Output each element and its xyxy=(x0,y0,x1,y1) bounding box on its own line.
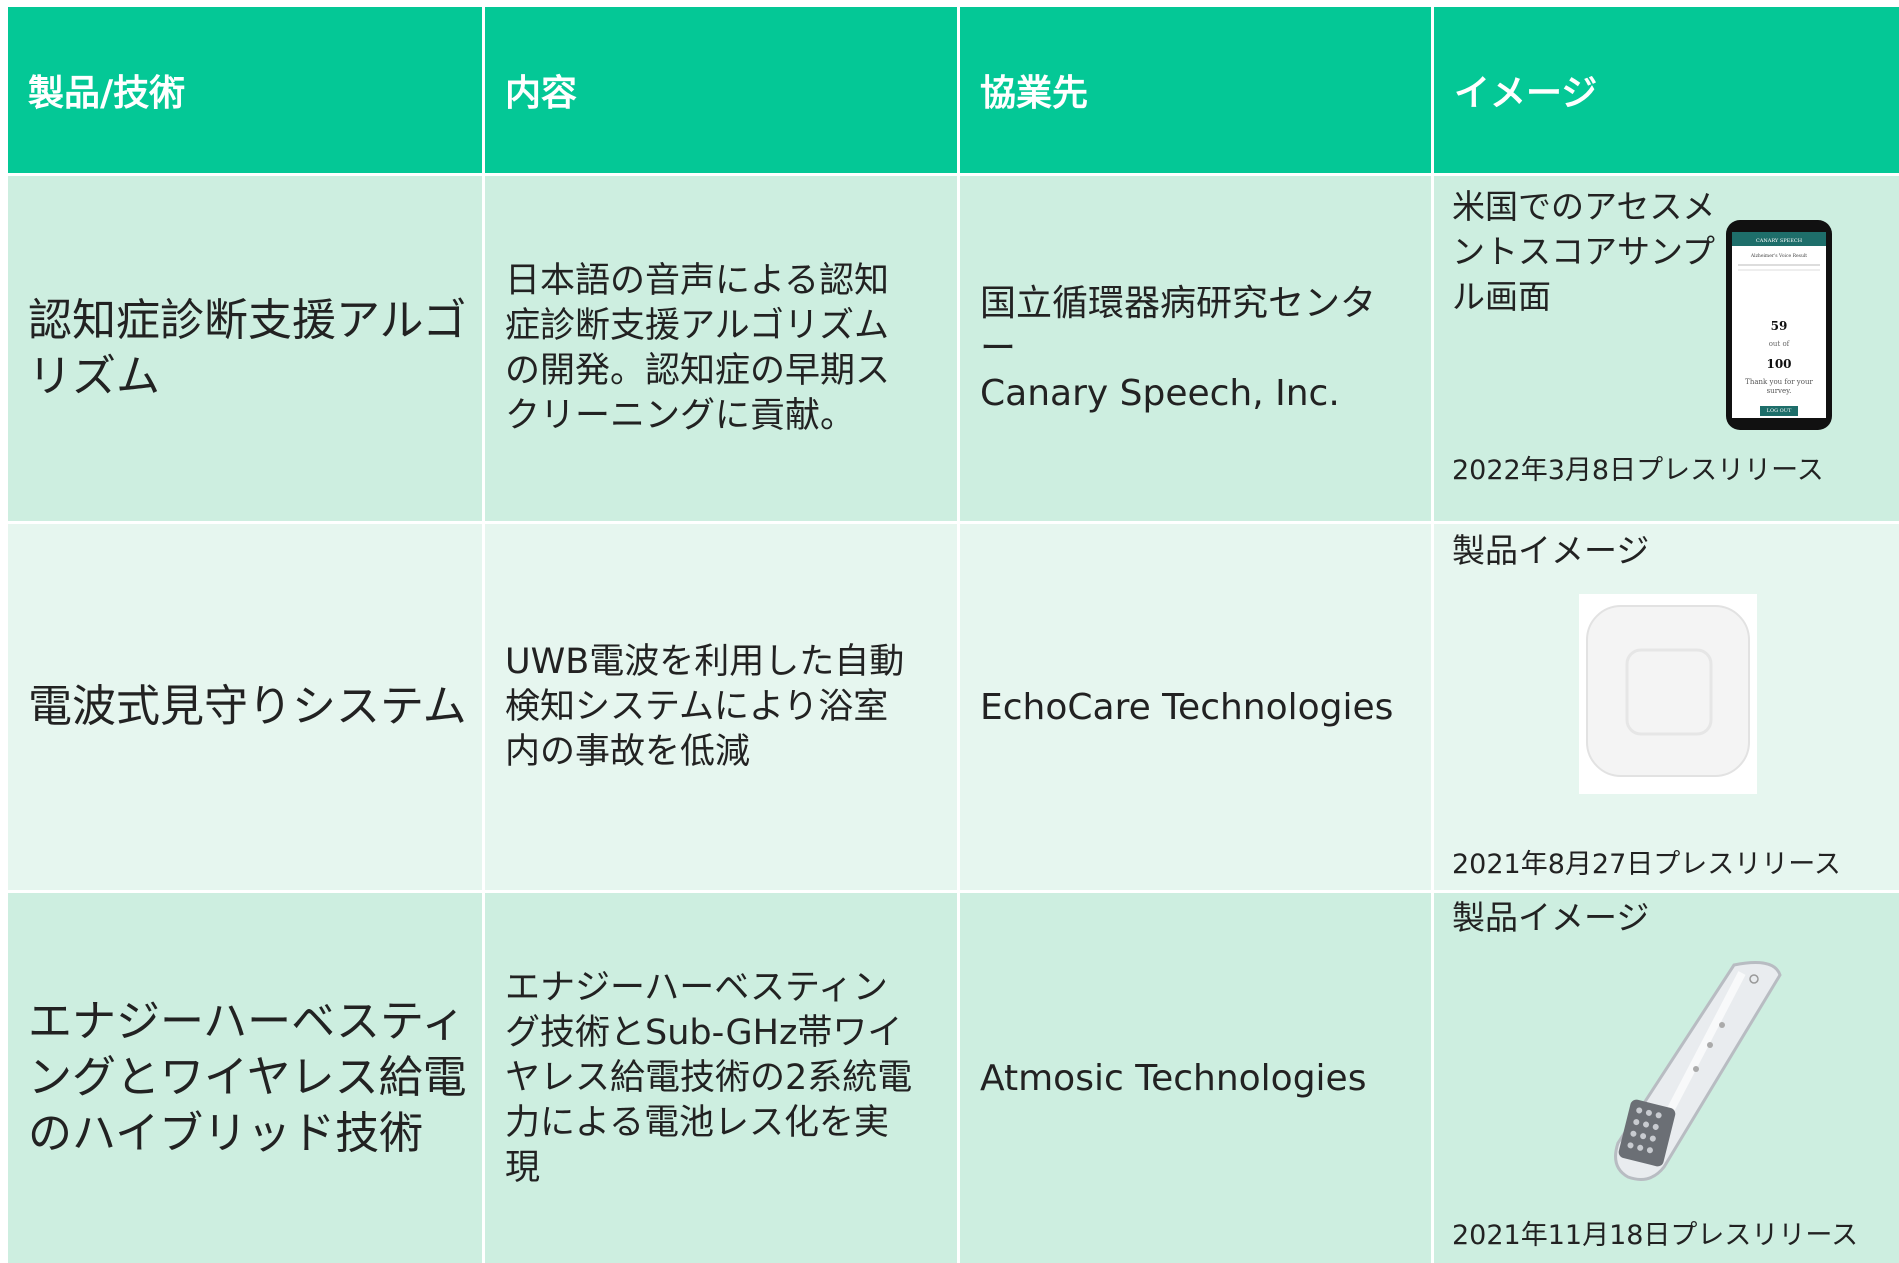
device-image xyxy=(1579,594,1757,794)
partner: Canary Speech, Inc. xyxy=(980,373,1340,414)
image-cell: 米国でのアセスメントスコアサンプル画面 CANARY SPEECH Alzhei… xyxy=(1434,176,1899,521)
product: エナジーハーベスティングとワイヤレス給電のハイブリッド技術 xyxy=(28,996,467,1159)
partner-cell: EchoCare Technologies xyxy=(960,524,1431,890)
caption: 米国でのアセスメントスコアサンプル画面 xyxy=(1452,187,1716,316)
content: UWB電波を利用した自動検知システムにより浴室内の事故を低減 xyxy=(505,641,905,772)
header-text: 内容 xyxy=(505,73,578,114)
screen-text: LOG OUT xyxy=(1767,408,1792,414)
image-cell: 製品イメージ 2021年8月27日プレスリリース xyxy=(1434,524,1899,890)
header-cell: イメージ xyxy=(1434,7,1899,173)
caption: 製品イメージ xyxy=(1452,898,1650,937)
phone-image: CANARY SPEECH Alzheimer's Voice Result 5… xyxy=(1726,220,1832,430)
header-cell: 内容 xyxy=(485,7,957,173)
header-text: 製品/技術 xyxy=(28,73,186,114)
header-cell: 製品/技術 xyxy=(8,7,482,173)
partner-cell: Atmosic Technologies xyxy=(960,893,1431,1263)
screen-text: 59 xyxy=(1771,319,1788,333)
partner: 国立循環器病研究センター xyxy=(980,283,1377,369)
date: 2021年11月18日プレスリリース xyxy=(1452,1220,1859,1251)
remote-image xyxy=(1614,961,1782,1181)
partner-cell: 国立循環器病研究センター Canary Speech, Inc. xyxy=(960,176,1431,521)
screen-note: Thank you for your survey. xyxy=(1745,378,1813,395)
screen-text: 100 xyxy=(1766,357,1791,371)
date: 2021年8月27日プレスリリース xyxy=(1452,849,1841,880)
product: 認知症診断支援アルゴリズム xyxy=(28,294,467,402)
product: 電波式見守りシステム xyxy=(28,681,467,732)
screen-text: CANARY SPEECH xyxy=(1756,238,1803,244)
header-cell: 協業先 xyxy=(960,7,1431,173)
date: 2022年3月8日プレスリリース xyxy=(1452,455,1824,486)
partner: Atmosic Technologies xyxy=(980,1057,1367,1099)
header-text: 協業先 xyxy=(980,73,1089,114)
content: エナジーハーベスティング技術とSub-GHz帯ワイヤレス給電技術の2系統電力によ… xyxy=(505,967,913,1188)
content-cell: UWB電波を利用した自動検知システムにより浴室内の事故を低減 xyxy=(485,524,957,890)
caption: 製品イメージ xyxy=(1452,531,1650,570)
screen-text: Alzheimer's Voice Result xyxy=(1750,253,1807,259)
partner: EchoCare Technologies xyxy=(980,686,1394,728)
image-cell: 製品イメージ 2021年11月18日プレスリリース xyxy=(1434,893,1899,1263)
product-cell: エナジーハーベスティングとワイヤレス給電のハイブリッド技術 xyxy=(8,893,482,1263)
product-cell: 電波式見守りシステム xyxy=(8,524,482,890)
content-cell: エナジーハーベスティング技術とSub-GHz帯ワイヤレス給電技術の2系統電力によ… xyxy=(485,893,957,1263)
screen-text: Thank you for your survey. xyxy=(1745,378,1813,395)
header-text: イメージ xyxy=(1454,73,1598,114)
content: 日本語の音声による認知症診断支援アルゴリズムの開発。認知症の早期スクリーニングに… xyxy=(505,260,891,436)
product-cell: 認知症診断支援アルゴリズム xyxy=(8,176,482,521)
screen-text: out of xyxy=(1769,340,1791,348)
content-cell: 日本語の音声による認知症診断支援アルゴリズムの開発。認知症の早期スクリーニングに… xyxy=(485,176,957,521)
